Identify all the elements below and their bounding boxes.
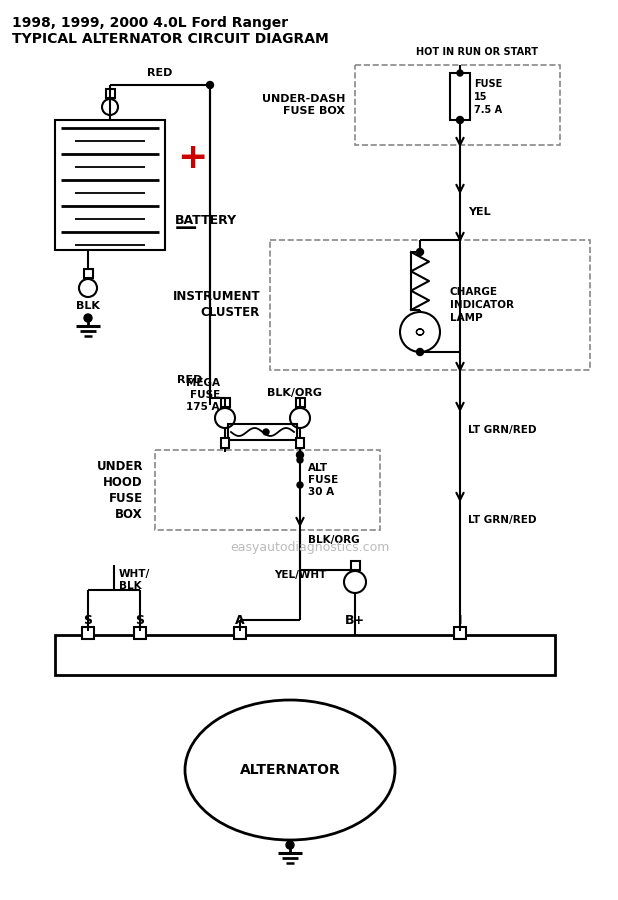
Text: BATTERY: BATTERY bbox=[175, 213, 237, 227]
Text: ALTERNATOR: ALTERNATOR bbox=[240, 763, 341, 777]
Bar bbox=[221, 398, 229, 407]
Circle shape bbox=[297, 457, 303, 463]
Text: 1998, 1999, 2000 4.0L Ford Ranger: 1998, 1999, 2000 4.0L Ford Ranger bbox=[12, 16, 288, 30]
Circle shape bbox=[297, 452, 303, 458]
Text: RED: RED bbox=[147, 68, 172, 78]
Text: UNDER
HOOD
FUSE
BOX: UNDER HOOD FUSE BOX bbox=[96, 460, 143, 520]
Text: easyautodiagnostics.com: easyautodiagnostics.com bbox=[231, 542, 390, 554]
Bar bbox=[270, 240, 590, 370]
Text: INSTRUMENT
CLUSTER: INSTRUMENT CLUSTER bbox=[172, 291, 260, 319]
Text: S: S bbox=[135, 614, 145, 627]
Bar bbox=[83, 269, 93, 278]
Text: LT GRN/RED: LT GRN/RED bbox=[468, 425, 536, 435]
Text: S: S bbox=[83, 614, 93, 627]
Text: LT GRN/RED: LT GRN/RED bbox=[468, 515, 536, 525]
Text: BLK: BLK bbox=[76, 301, 100, 311]
Text: BLK/ORG: BLK/ORG bbox=[308, 535, 360, 545]
Bar bbox=[155, 450, 380, 530]
Text: +: + bbox=[177, 141, 208, 175]
Circle shape bbox=[286, 841, 294, 849]
Text: HOT IN RUN OR START: HOT IN RUN OR START bbox=[416, 47, 538, 57]
Circle shape bbox=[457, 116, 464, 123]
Bar bbox=[355, 65, 560, 145]
Bar bbox=[55, 635, 555, 675]
Text: —: — bbox=[175, 218, 197, 238]
Bar bbox=[454, 627, 466, 639]
Text: BLK/ORG: BLK/ORG bbox=[268, 388, 323, 398]
Circle shape bbox=[297, 482, 303, 488]
Bar bbox=[234, 627, 246, 639]
Bar bbox=[221, 438, 229, 448]
Circle shape bbox=[206, 82, 213, 88]
Text: I: I bbox=[458, 614, 462, 627]
Circle shape bbox=[84, 314, 92, 322]
Text: FUSE
15
7.5 A: FUSE 15 7.5 A bbox=[474, 79, 502, 115]
Text: ALT
FUSE
30 A: ALT FUSE 30 A bbox=[308, 463, 338, 498]
Text: B+: B+ bbox=[345, 614, 365, 627]
Text: YEL: YEL bbox=[468, 207, 491, 217]
Bar bbox=[295, 398, 305, 407]
Bar bbox=[82, 627, 94, 639]
Text: CHARGE
INDICATOR
LAMP: CHARGE INDICATOR LAMP bbox=[450, 287, 514, 323]
Text: A: A bbox=[235, 614, 245, 627]
Circle shape bbox=[457, 70, 463, 76]
Circle shape bbox=[417, 248, 423, 256]
Bar bbox=[350, 561, 360, 570]
Bar bbox=[55, 120, 165, 250]
Text: YEL/WHT: YEL/WHT bbox=[274, 570, 326, 580]
Text: MEGA
FUSE
175 A: MEGA FUSE 175 A bbox=[186, 378, 220, 412]
Text: RED: RED bbox=[177, 375, 202, 385]
Circle shape bbox=[263, 429, 269, 435]
Bar bbox=[296, 438, 304, 448]
Circle shape bbox=[417, 348, 423, 356]
Bar bbox=[228, 424, 297, 440]
Text: WHT/
BLK: WHT/ BLK bbox=[119, 569, 150, 591]
Text: UNDER-DASH
FUSE BOX: UNDER-DASH FUSE BOX bbox=[261, 94, 345, 116]
Bar bbox=[134, 627, 146, 639]
Bar bbox=[106, 89, 114, 98]
Bar bbox=[450, 73, 470, 120]
Text: TYPICAL ALTERNATOR CIRCUIT DIAGRAM: TYPICAL ALTERNATOR CIRCUIT DIAGRAM bbox=[12, 32, 329, 46]
